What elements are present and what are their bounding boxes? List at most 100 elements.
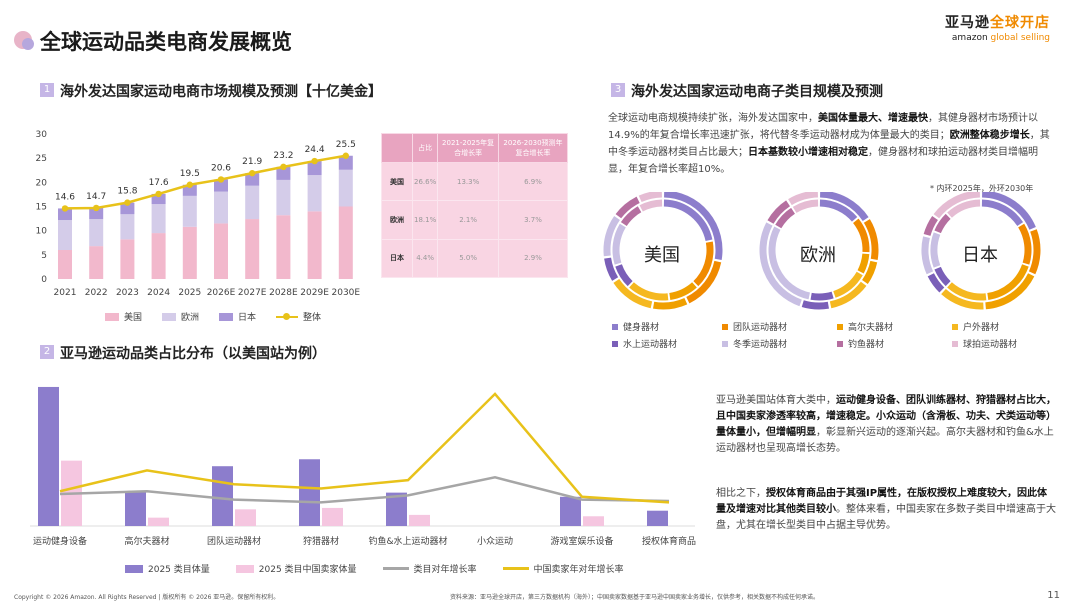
x-tick-label: 2022: [85, 288, 108, 298]
legend-label: 钓鱼器材: [848, 340, 885, 350]
ring-segment-inner: [615, 264, 633, 287]
data-label: 25.5: [336, 140, 356, 150]
y-tick-label: 20: [36, 178, 48, 188]
ring-segment-inner: [669, 282, 697, 300]
section-number: 1: [40, 83, 54, 97]
bar-category-volume: [38, 386, 59, 526]
section-number: 3: [611, 83, 625, 97]
subcategory-legend: 健身器材 团队运动器材 高尔夫器材 户外器材 水上运动器材 冬季运动器材 钓鱼器材 球拍运动…: [612, 320, 1042, 350]
bar-美国: [276, 215, 291, 279]
ring-segment-inner: [819, 199, 858, 222]
legend-swatch: [502, 567, 529, 570]
table-cell: 18.1%: [411, 200, 439, 240]
total-point: [280, 163, 287, 171]
legend-item: 2025 类目体量: [125, 562, 210, 575]
x-tick-label: 2026E: [207, 288, 236, 298]
bar-欧洲: [58, 220, 72, 250]
total-point: [186, 181, 193, 188]
x-tick-label: 高尔夫器材: [124, 535, 169, 547]
bar-欧洲: [307, 175, 322, 212]
ring-segment-inner: [930, 232, 941, 268]
y-tick-label: 15: [36, 203, 47, 213]
category-chart-legend: 2025 类目体量 2025 类目中国卖家体量 类目对年增长率 中国卖家年对年增…: [125, 562, 624, 575]
section-title: 海外发达国家运动电商子类目规模及预测: [631, 84, 883, 100]
x-tick-label: 钓鱼&水上运动器材: [368, 535, 447, 547]
bar-日本: [276, 166, 291, 180]
highlight-text: 授权体育商品由于其强IP属性，在版权授权上难度较大，因此体量及增速对比其他类目较…: [716, 488, 1048, 515]
legend-label: 高尔夫器材: [848, 323, 894, 333]
data-label: 17.6: [149, 178, 169, 188]
ring-segment-inner: [620, 206, 642, 227]
bar-china-seller-volume: [322, 507, 343, 526]
highlight-text: 日本基数较小增速相对稳定: [748, 147, 868, 158]
legend-swatch: [105, 312, 119, 321]
ring-note: * 内环2025年，外环2030年: [930, 184, 1034, 193]
x-tick-label: 授权体育商品: [642, 535, 696, 547]
bar-category-volume: [647, 510, 668, 526]
legend-item: 美国: [105, 310, 142, 323]
ring-segment-inner: [947, 199, 981, 218]
table-row-header: 美国: [381, 161, 413, 202]
legend-swatch: [162, 312, 177, 321]
x-tick-label: 2028E: [269, 288, 298, 298]
y-tick-label: 30: [36, 130, 48, 140]
ring-segment-inner: [852, 218, 870, 253]
ring-segment-outer: [663, 192, 723, 260]
section-title: 亚马逊运动品类占比分布（以美国站为例）: [60, 346, 326, 362]
bar-china-seller-volume: [409, 514, 430, 526]
amazon-global-selling-logo: 亚马逊全球开店 amazon global selling: [945, 12, 1050, 43]
legend-swatch: [952, 323, 958, 330]
ring-segment-inner: [934, 266, 951, 287]
ring-segment-outer: [819, 192, 869, 222]
ring-segment-outer: [788, 192, 819, 206]
total-point: [249, 169, 256, 177]
legend-swatch: [722, 323, 728, 330]
ring-segment-outer: [941, 288, 984, 310]
page-number: 11: [1047, 590, 1060, 601]
ring-segment-outer: [927, 273, 945, 293]
ring-segment-outer: [829, 281, 867, 309]
ring-segment-outer: [933, 192, 981, 219]
market-chart-legend: 美国 欧洲 日本 整体: [105, 310, 321, 323]
ring-segment-outer: [604, 257, 619, 281]
x-tick-label: 运动健身设备: [33, 535, 87, 547]
table-header-cell: 占比: [411, 133, 439, 163]
ring-segment-inner: [857, 253, 870, 274]
legend-label: 健身器材: [623, 323, 660, 333]
legend-item: 欧洲: [162, 310, 199, 323]
legend-item: 钓鱼器材: [837, 337, 952, 350]
legend-swatch: [837, 323, 843, 330]
legend-item: 水上运动器材: [612, 337, 722, 350]
bar-欧洲: [89, 219, 104, 247]
bar-欧洲: [276, 179, 291, 216]
bar-美国: [89, 246, 104, 279]
table-row-header: 日本: [381, 238, 413, 279]
legend-item: 类目对年增长率: [382, 562, 477, 575]
table-cell: 3.7%: [497, 200, 569, 240]
ring-segment-outer: [767, 200, 791, 224]
legend-swatch: [612, 340, 618, 347]
legend-item: 整体: [276, 310, 321, 323]
data-label: 20.6: [211, 163, 231, 173]
total-point: [124, 199, 131, 206]
ring-segment-inner: [1018, 223, 1032, 265]
table-cell: 2.1%: [437, 200, 499, 240]
bar-日本: [214, 179, 228, 192]
x-tick-label: 小众运动: [477, 536, 513, 547]
legend-swatch: [837, 340, 843, 347]
subcategory-summary: 全球运动电商规模持续扩张，海外发达国家中，美国体量最大、增速最快，其健身器材市场…: [608, 110, 1053, 178]
legend-item: 球拍运动器材: [952, 337, 1042, 350]
bar-category-volume: [212, 466, 233, 526]
legend-item: 冬季运动器材: [722, 337, 837, 350]
bar-美国: [151, 233, 166, 279]
data-source: 资料来源：亚马逊全球开店，第三方数据机构（海外）；中国卖家数据基于亚马逊中国卖家…: [450, 594, 820, 601]
licensed-goods-analysis-text: 相比之下，授权体育商品由于其强IP属性，在版权授权上难度较大，因此体量及增速对比…: [716, 486, 1056, 534]
ring-segment-inner: [612, 223, 626, 265]
bar-美国: [120, 239, 135, 279]
data-label: 24.4: [305, 145, 325, 155]
x-tick-label: 2029E: [300, 288, 329, 298]
ring-segment-inner: [663, 199, 713, 242]
table-cell: 13.3%: [437, 161, 499, 202]
table-cell: 4.4%: [411, 238, 439, 279]
